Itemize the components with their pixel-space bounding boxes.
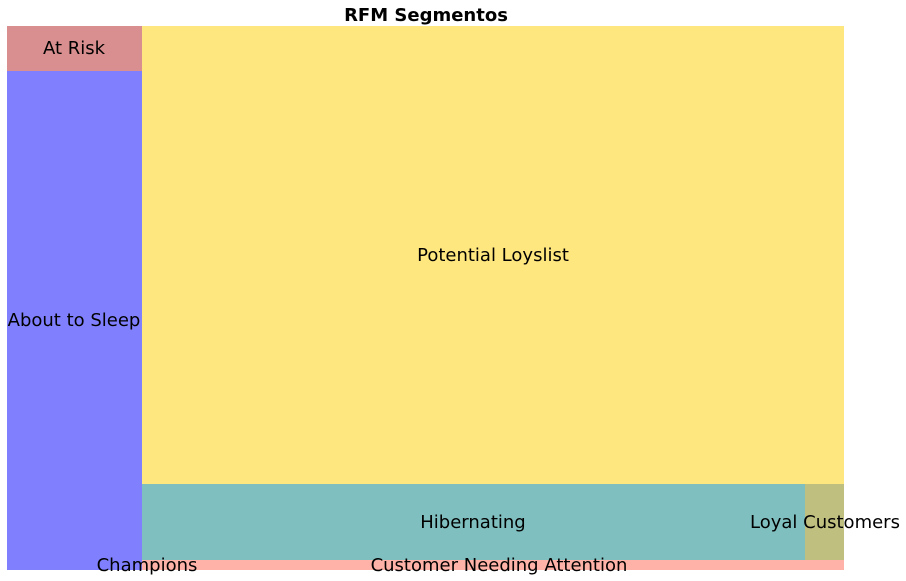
treemap-label-at-risk: At Risk (43, 38, 106, 59)
treemap-cell-hibernating (142, 484, 805, 560)
treemap-cells (7, 26, 844, 570)
chart-title: RFM Segmentos (344, 5, 508, 26)
treemap-cell-at-risk (7, 26, 142, 71)
treemap-label-hibernating: Hibernating (420, 512, 525, 533)
treemap-label-potential-loyslist: Potential Loyslist (417, 245, 569, 266)
treemap-cell-champions (142, 560, 143, 570)
treemap-cell-about-to-sleep (7, 71, 142, 570)
treemap-label-customer-needing-attention: Customer Needing Attention (371, 555, 628, 576)
treemap-labels: At Risk About to Sleep Potential Loyslist H… (8, 38, 900, 576)
treemap-label-loyal-customers: Loyal Customers (750, 512, 900, 533)
treemap-cell-loyal-customers (805, 484, 844, 560)
treemap-label-champions: Champions (97, 555, 198, 576)
treemap-label-about-to-sleep: About to Sleep (8, 310, 141, 331)
treemap-cell-potential-loyslist (142, 26, 844, 484)
treemap-cell-customer-needing-attention (143, 560, 844, 570)
